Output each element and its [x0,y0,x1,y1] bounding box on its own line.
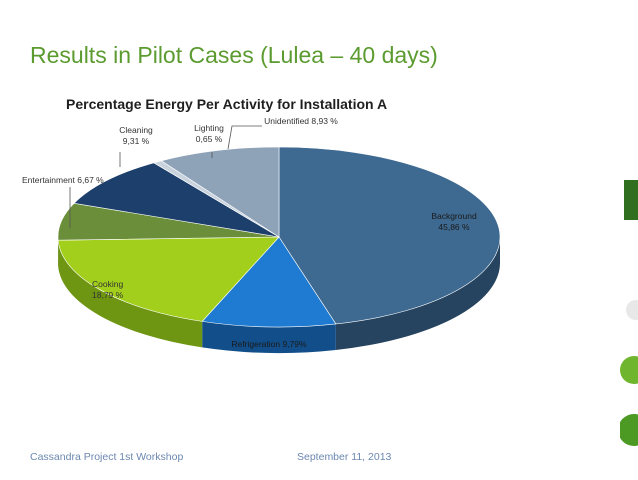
deco-leaf-icon [620,414,638,446]
data-label-entertainment: Entertainment 6,67 % [22,175,104,185]
footer-project-name: Cassandra Project 1st Workshop [30,451,183,463]
eco-plug-decoration [620,180,638,480]
deco-leaf-stripe [624,180,638,220]
deco-globe-icon [620,356,638,384]
data-label-unidentified: Unidentified 8,93 % [264,116,338,126]
deco-plug-icon [626,300,638,320]
data-label-refrigeration: Refrigeration 9,79% [231,339,307,349]
footer-date: September 11, 2013 [297,451,391,463]
leader-line-unidentified [228,126,262,149]
